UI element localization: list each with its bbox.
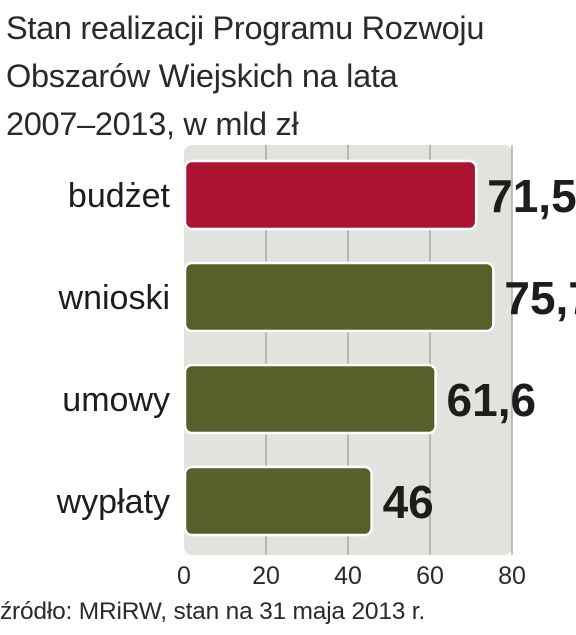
chart-title-line-1: Stan realizacji Programu Rozwoju [6, 10, 485, 46]
source-note: źródło: MRiRW, stan na 31 maja 2013 r. [0, 598, 425, 625]
bar-3 [183, 465, 373, 537]
value-label-0: 71,5 [487, 170, 576, 222]
value-label-2: 61,6 [447, 374, 537, 426]
x-tick-label-0: 0 [177, 562, 191, 590]
category-label-1: wnioski [58, 279, 170, 317]
bar-2 [183, 363, 437, 435]
bar-0 [183, 159, 478, 231]
chart-title-line-2: Obszarów Wiejskich na lata [6, 58, 398, 94]
x-tick-label-40: 40 [334, 562, 362, 590]
chart-title-line-3: 2007–2013, w mld zł [6, 106, 299, 142]
x-tick-label-60: 60 [416, 562, 444, 590]
value-label-3: 46 [383, 476, 434, 528]
x-tick-label-20: 20 [252, 562, 280, 590]
chart-title: Stan realizacji Programu Rozwoju Obszaró… [6, 4, 572, 148]
bar-1 [183, 261, 495, 333]
bar-chart: budżet 71,5 wnioski 75,7 umowy 61,6 wypłaty 46 0… [56, 145, 576, 590]
category-label-0: budżet [68, 177, 171, 215]
value-label-1: 75,7 [504, 272, 576, 324]
category-label-2: umowy [62, 381, 170, 419]
x-tick-label-80: 80 [498, 562, 526, 590]
category-label-3: wypłaty [56, 483, 170, 521]
